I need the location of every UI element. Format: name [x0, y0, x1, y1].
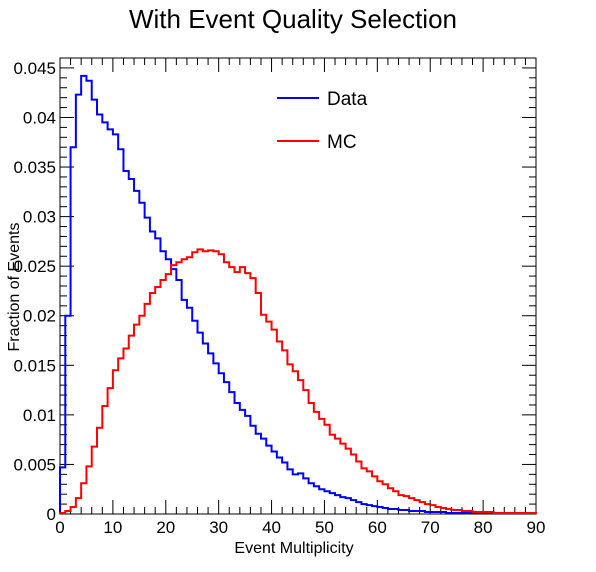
x-tick-label: 0: [55, 518, 64, 537]
y-axis-label: Fraction of Events: [6, 223, 23, 352]
x-tick-label: 70: [421, 518, 440, 537]
y-tick-label: 0: [47, 505, 56, 524]
y-tick-label: 0.04: [23, 108, 56, 127]
y-tick-label: 0.01: [23, 406, 56, 425]
x-tick-label: 40: [262, 518, 281, 537]
y-tick-label: 0.035: [13, 158, 56, 177]
x-tick-label: 50: [315, 518, 334, 537]
legend-label-data: Data: [327, 89, 368, 110]
y-tick-label: 0.005: [13, 455, 56, 474]
y-tick-label: 0.015: [13, 356, 56, 375]
x-axis-label: Event Multiplicity: [234, 540, 353, 557]
legend-label-mc: MC: [327, 132, 357, 153]
x-tick-label: 30: [209, 518, 228, 537]
y-tick-label: 0.02: [23, 307, 56, 326]
x-axis: 0 10 20 30 40 50 60 70 80 90: [55, 58, 545, 537]
legend: Data MC: [277, 89, 368, 153]
x-tick-label: 10: [103, 518, 122, 537]
plot-frame: [60, 58, 536, 514]
x-tick-label: 80: [474, 518, 493, 537]
x-tick-label: 90: [527, 518, 546, 537]
x-tick-label: 60: [368, 518, 387, 537]
y-tick-label: 0.045: [13, 59, 56, 78]
y-tick-label: 0.03: [23, 208, 56, 227]
chart-title: With Event Quality Selection: [129, 4, 457, 34]
x-tick-label: 20: [156, 518, 175, 537]
